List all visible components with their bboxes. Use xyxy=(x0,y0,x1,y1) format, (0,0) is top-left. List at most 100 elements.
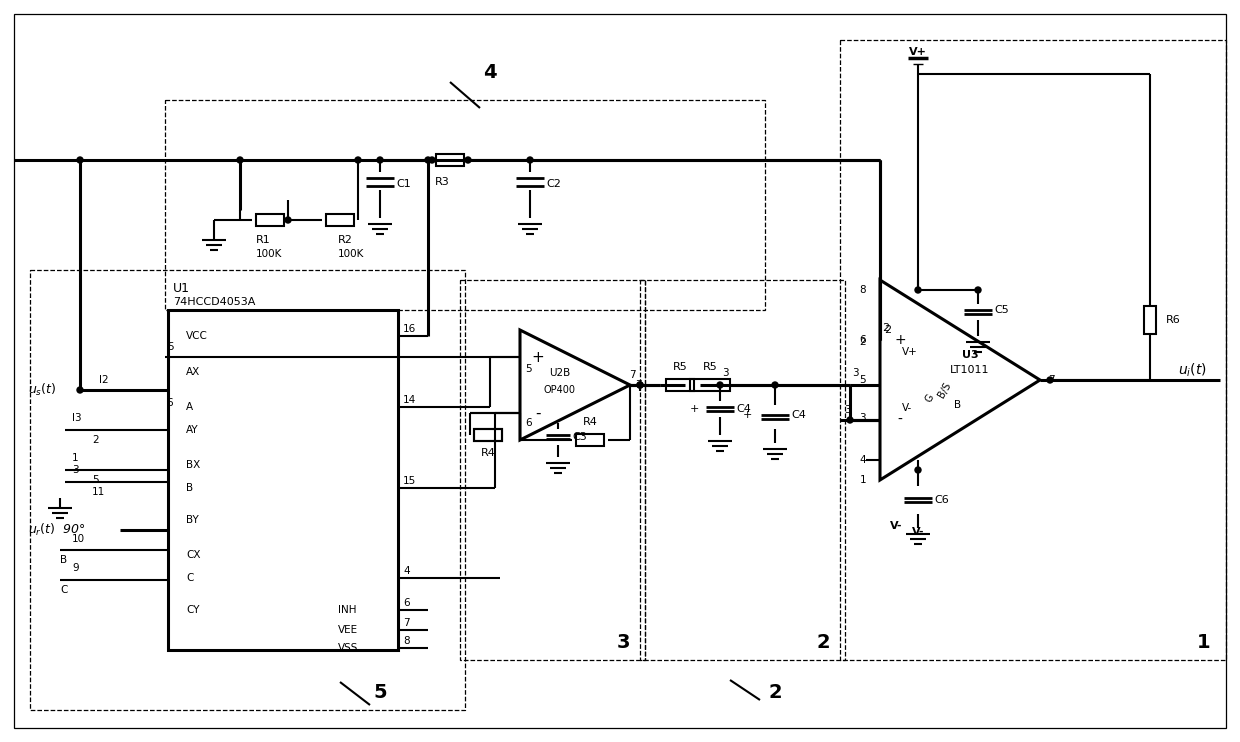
Text: 5: 5 xyxy=(166,342,174,352)
Circle shape xyxy=(847,417,853,423)
Text: 2: 2 xyxy=(883,323,889,333)
Text: 2: 2 xyxy=(92,435,99,445)
Text: V-: V- xyxy=(889,521,901,531)
Text: -: - xyxy=(536,405,541,421)
Text: C4: C4 xyxy=(737,404,751,414)
Text: 100K: 100K xyxy=(255,249,283,259)
Circle shape xyxy=(915,287,921,293)
Circle shape xyxy=(355,157,361,163)
Text: AY: AY xyxy=(186,425,198,435)
Circle shape xyxy=(465,157,471,163)
Text: +: + xyxy=(743,410,751,420)
Text: OP400: OP400 xyxy=(544,385,577,395)
Text: 3: 3 xyxy=(616,632,630,651)
Text: $u_i(t)$: $u_i(t)$ xyxy=(1178,361,1207,378)
Circle shape xyxy=(1047,377,1053,383)
Text: R3: R3 xyxy=(435,177,449,187)
Bar xyxy=(839,40,1226,660)
Text: AX: AX xyxy=(186,367,200,377)
Bar xyxy=(474,429,502,441)
Text: V+: V+ xyxy=(901,347,918,357)
Circle shape xyxy=(425,157,432,163)
Text: 5: 5 xyxy=(92,475,99,485)
Circle shape xyxy=(77,387,83,393)
Circle shape xyxy=(637,382,644,388)
Text: V-: V- xyxy=(911,527,924,537)
Text: VSS: VSS xyxy=(339,643,358,653)
Circle shape xyxy=(915,467,921,473)
Circle shape xyxy=(527,157,533,163)
Circle shape xyxy=(975,287,981,293)
Bar xyxy=(689,379,730,391)
Text: B: B xyxy=(955,400,961,410)
Text: CX: CX xyxy=(186,550,201,560)
Text: $u_r(t)$  90°: $u_r(t)$ 90° xyxy=(29,522,86,538)
Text: I3: I3 xyxy=(72,413,82,423)
Text: 2: 2 xyxy=(859,337,866,347)
Text: BX: BX xyxy=(186,460,200,470)
Bar xyxy=(326,214,353,226)
Text: 3: 3 xyxy=(72,465,78,475)
Text: CY: CY xyxy=(186,605,200,615)
Text: C4: C4 xyxy=(791,410,806,420)
Text: C5: C5 xyxy=(994,305,1009,315)
Circle shape xyxy=(237,157,243,163)
Circle shape xyxy=(773,382,777,388)
Text: 3: 3 xyxy=(859,413,866,423)
Text: VCC: VCC xyxy=(186,331,208,341)
Text: BY: BY xyxy=(186,515,198,525)
Text: 14: 14 xyxy=(403,395,417,405)
Text: 7: 7 xyxy=(1048,375,1055,385)
Text: 3: 3 xyxy=(722,368,728,378)
Text: R1: R1 xyxy=(255,235,270,245)
Text: V-: V- xyxy=(901,403,913,413)
Text: 100K: 100K xyxy=(339,249,365,259)
Bar xyxy=(30,270,465,710)
Bar xyxy=(255,214,284,226)
Circle shape xyxy=(429,157,435,163)
Text: 2: 2 xyxy=(816,632,830,651)
Text: R5: R5 xyxy=(672,362,687,372)
Text: 7: 7 xyxy=(403,618,409,628)
Text: +: + xyxy=(894,333,905,347)
Bar xyxy=(167,310,398,650)
Text: 2: 2 xyxy=(769,683,781,701)
Text: 7: 7 xyxy=(635,380,641,390)
Text: C: C xyxy=(60,585,67,595)
Bar xyxy=(640,280,844,660)
Circle shape xyxy=(637,382,644,388)
Bar xyxy=(577,434,604,446)
Text: 3: 3 xyxy=(844,405,852,415)
Text: A: A xyxy=(186,402,193,412)
Text: 11: 11 xyxy=(92,487,105,497)
Text: C3: C3 xyxy=(572,432,587,442)
Text: 3: 3 xyxy=(852,368,858,378)
Text: R4: R4 xyxy=(583,417,598,427)
Bar xyxy=(436,154,464,166)
Circle shape xyxy=(377,157,383,163)
Text: V+: V+ xyxy=(909,47,928,57)
Text: 1: 1 xyxy=(859,475,866,485)
Text: 6: 6 xyxy=(403,598,409,608)
Text: 74HCCD4053A: 74HCCD4053A xyxy=(174,297,255,307)
Text: U1: U1 xyxy=(174,281,190,295)
Text: 6: 6 xyxy=(166,398,174,408)
Text: 5: 5 xyxy=(859,375,866,385)
Text: C6: C6 xyxy=(934,495,949,505)
Text: 15: 15 xyxy=(403,476,417,486)
Text: LT1011: LT1011 xyxy=(950,365,990,375)
Text: B: B xyxy=(60,555,67,565)
Bar xyxy=(1145,306,1156,334)
Text: R5: R5 xyxy=(703,362,718,372)
Text: 8: 8 xyxy=(403,636,409,646)
Text: 1: 1 xyxy=(72,453,78,463)
Text: 9: 9 xyxy=(72,563,78,573)
Text: +: + xyxy=(689,404,698,414)
Text: R4: R4 xyxy=(481,448,496,458)
Text: -: - xyxy=(898,413,903,427)
Text: B: B xyxy=(186,483,193,493)
Circle shape xyxy=(285,217,291,223)
Text: 4: 4 xyxy=(859,455,866,465)
Text: U2B: U2B xyxy=(549,368,570,378)
Text: B/S: B/S xyxy=(936,381,954,399)
